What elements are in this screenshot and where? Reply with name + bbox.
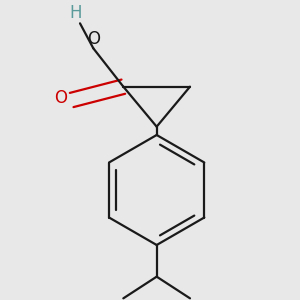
Text: O: O bbox=[55, 89, 68, 107]
Text: O: O bbox=[87, 30, 100, 48]
Text: H: H bbox=[70, 4, 82, 22]
